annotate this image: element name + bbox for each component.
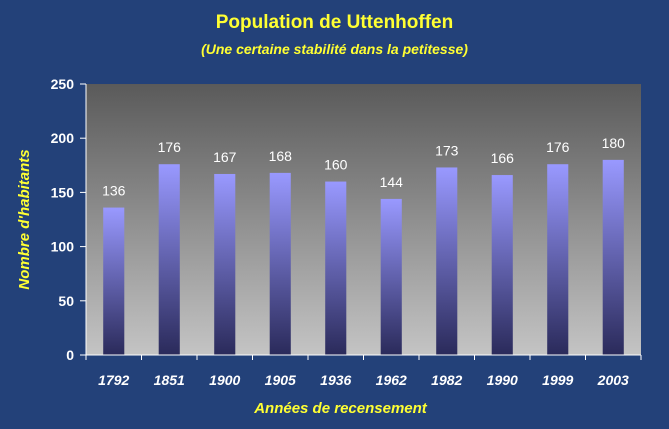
y-tick-label: 0	[66, 347, 74, 363]
bar-2003	[602, 159, 624, 355]
x-tick-label-1851: 1851	[154, 372, 185, 388]
data-label-1851: 176	[158, 139, 182, 155]
bar-1900	[214, 173, 236, 355]
y-tick-label: 100	[51, 239, 75, 255]
bar-1792	[103, 207, 125, 355]
x-tick-label-1999: 1999	[542, 372, 573, 388]
bar-1851	[158, 164, 180, 355]
x-tick-label-1990: 1990	[487, 372, 518, 388]
y-tick-label: 50	[58, 293, 74, 309]
y-tick-label: 200	[51, 130, 75, 146]
data-label-1962: 144	[380, 174, 404, 190]
data-label-1936: 160	[324, 157, 348, 173]
data-label-1905: 168	[269, 148, 293, 164]
data-label-1999: 176	[546, 139, 570, 155]
bar-1999	[547, 164, 569, 355]
x-tick-label-1936: 1936	[320, 372, 351, 388]
bar-1905	[269, 172, 291, 355]
x-axis-title: Années de recensement	[253, 400, 428, 417]
data-label-1900: 167	[213, 149, 237, 165]
data-label-2003: 180	[602, 135, 626, 151]
chart-subtitle: (Une certaine stabilité dans la petitess…	[201, 41, 468, 57]
x-tick-label-2003: 2003	[597, 372, 629, 388]
bar-1936	[325, 181, 347, 355]
data-label-1792: 136	[102, 183, 126, 199]
y-tick-label: 250	[51, 76, 75, 92]
y-axis-title: Nombre d'habitants	[16, 149, 33, 289]
x-tick-label-1962: 1962	[376, 372, 407, 388]
bar-1962	[380, 198, 402, 355]
y-tick-label: 150	[51, 184, 75, 200]
bars: 136 176 167 168 160 144 173 166 176 180	[102, 135, 625, 355]
bar-1990	[491, 175, 513, 355]
x-tick-label-1982: 1982	[431, 372, 462, 388]
x-tick-label-1905: 1905	[265, 372, 296, 388]
x-axis: 1792 1851 1900 1905 1936 1962 1982 1990 1999 2003	[85, 354, 642, 388]
data-label-1982: 173	[435, 142, 459, 158]
data-label-1990: 166	[491, 150, 515, 166]
x-tick-label-1792: 1792	[98, 372, 129, 388]
chart-title: Population de Uttenhoffen	[215, 12, 454, 33]
bar-1982	[436, 167, 458, 355]
x-tick-label-1900: 1900	[209, 372, 240, 388]
y-axis: 0 50 100 150 200 250	[51, 76, 87, 363]
